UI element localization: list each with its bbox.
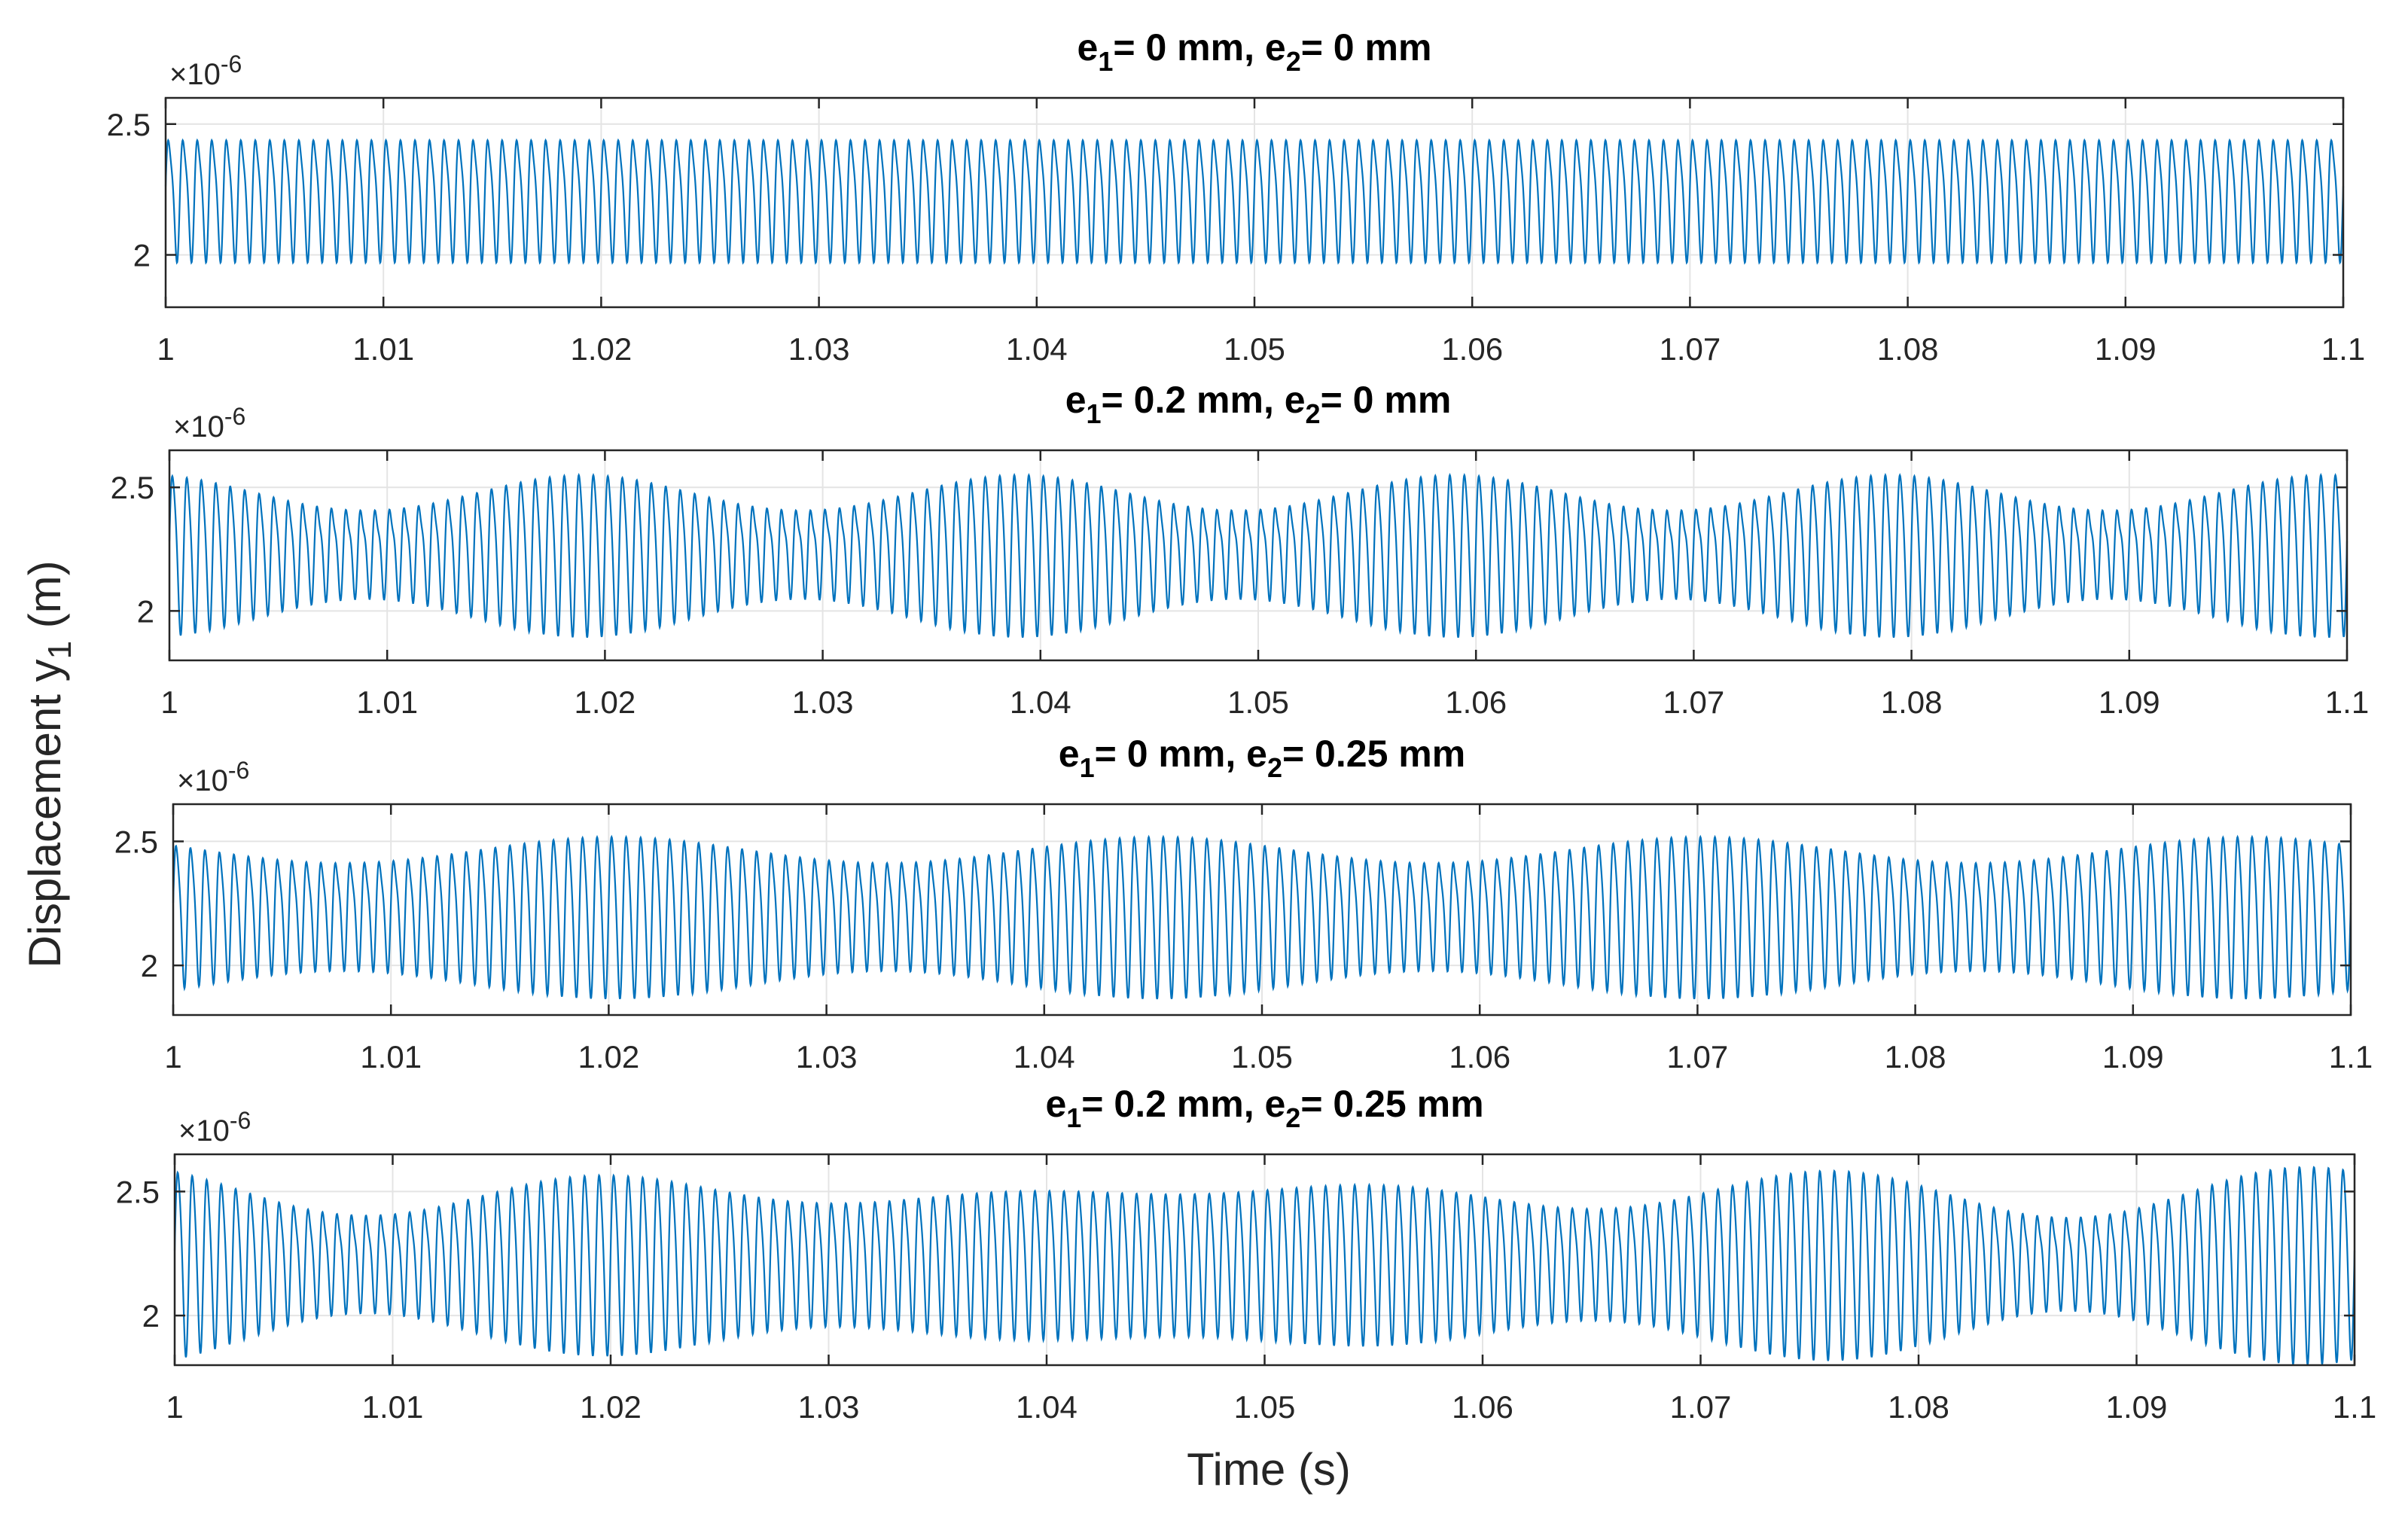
x-tick-label: 1.1: [2325, 684, 2369, 720]
x-tick-label: 1.06: [1445, 684, 1507, 720]
x-tick-label: 1.01: [352, 331, 414, 367]
x-tick-label: 1.1: [2329, 1039, 2373, 1074]
x-tick-label: 1: [164, 1039, 181, 1074]
x-tick-label: 1.05: [1234, 1389, 1296, 1425]
x-tick-label: 1.01: [356, 684, 418, 720]
x-tick-label: 1.04: [1016, 1389, 1078, 1425]
x-tick-label: 1.06: [1449, 1039, 1510, 1074]
y-exponent-label: ×10-6: [173, 403, 245, 444]
x-tick-label: 1.05: [1231, 1039, 1293, 1074]
x-tick-label: 1.09: [2102, 1039, 2164, 1074]
x-tick-label: 1.05: [1224, 331, 1285, 367]
x-tick-label: 1.1: [2333, 1389, 2376, 1425]
y-exponent-label: ×10-6: [169, 50, 242, 91]
x-tick-label: 1.02: [580, 1389, 642, 1425]
x-tick-label: 1.05: [1227, 684, 1289, 720]
x-tick-label: 1: [157, 331, 174, 367]
x-tick-label: 1.08: [1881, 684, 1943, 720]
y-tick-label: 2: [141, 948, 158, 983]
series-line-y1: [168, 473, 2349, 638]
x-axis-label: Time (s): [1187, 1444, 1351, 1495]
subplot-3: 1 1.01 1.02 1.03 1.04 1.05 1.06 1.07 1.08 1.09 1.1…: [114, 733, 2373, 1074]
y-tick-label: 2.5: [114, 824, 158, 859]
y-tick-label: 2.5: [116, 1174, 160, 1209]
subplot-4: 1 1.01 1.02 1.03 1.04 1.05 1.06 1.07 1.08 1.09 1.1…: [116, 1083, 2377, 1425]
x-tick-label: 1.08: [1885, 1039, 1946, 1074]
subplot-title: e1= 0.2 mm, e2= 0 mm: [1065, 379, 1452, 429]
x-tick-label: 1.06: [1441, 331, 1503, 367]
x-tick-label: 1.1: [2321, 331, 2365, 367]
x-tick-label: 1.02: [578, 1039, 640, 1074]
y-tick-label: 2.5: [107, 107, 151, 142]
y-tick-label: 2.5: [111, 470, 154, 505]
x-tick-label: 1.07: [1667, 1039, 1729, 1074]
subplot-title: e1= 0 mm, e2= 0.25 mm: [1059, 733, 1465, 783]
x-tick-label: 1.08: [1877, 331, 1939, 367]
series-line-y1: [173, 1166, 2356, 1365]
x-tick-label: 1.06: [1452, 1389, 1513, 1425]
x-tick-label: 1.08: [1888, 1389, 1949, 1425]
subplot-title: e1= 0.2 mm, e2= 0.25 mm: [1045, 1083, 1483, 1133]
x-tick-label: 1.09: [2106, 1389, 2168, 1425]
x-tick-label: 1.07: [1663, 684, 1725, 720]
y-exponent-label: ×10-6: [177, 757, 249, 797]
x-tick-label: 1.02: [575, 684, 636, 720]
x-tick-label: 1.02: [571, 331, 632, 367]
series-line-y1: [164, 138, 2345, 265]
x-tick-label: 1.01: [362, 1389, 424, 1425]
x-tick-label: 1: [166, 1389, 183, 1425]
subplot-panels: 1 1.01 1.02 1.03 1.04 1.05 1.06 1.07 1.08 1.09 1.1…: [107, 26, 2377, 1425]
x-tick-label: 1.03: [788, 331, 850, 367]
x-tick-label: 1.03: [798, 1389, 860, 1425]
x-tick-label: 1.07: [1660, 331, 1721, 367]
x-tick-label: 1.03: [796, 1039, 858, 1074]
y-tick-label: 2: [142, 1298, 160, 1334]
subplot-2: 1 1.01 1.02 1.03 1.04 1.05 1.06 1.07 1.08 1.09 1.1…: [111, 379, 2370, 720]
x-tick-label: 1.04: [1006, 331, 1068, 367]
x-tick-label: 1.03: [792, 684, 854, 720]
y-tick-label: 2: [137, 593, 154, 629]
y-exponent-label: ×10-6: [178, 1107, 251, 1148]
series-line-y1: [172, 834, 2352, 1000]
x-tick-label: 1.01: [360, 1039, 422, 1074]
x-tick-label: 1.07: [1670, 1389, 1732, 1425]
x-tick-label: 1: [160, 684, 178, 720]
subplot-1: 1 1.01 1.02 1.03 1.04 1.05 1.06 1.07 1.08 1.09 1.1…: [107, 26, 2366, 367]
x-tick-label: 1.04: [1010, 684, 1071, 720]
x-tick-label: 1.04: [1013, 1039, 1075, 1074]
subplot-title: e1= 0 mm, e2= 0 mm: [1078, 26, 1432, 77]
x-tick-label: 1.09: [2099, 684, 2160, 720]
y-tick-label: 2: [133, 238, 151, 273]
x-tick-label: 1.09: [2095, 331, 2157, 367]
y-axis-label: Displacement y1 (m): [20, 560, 78, 968]
